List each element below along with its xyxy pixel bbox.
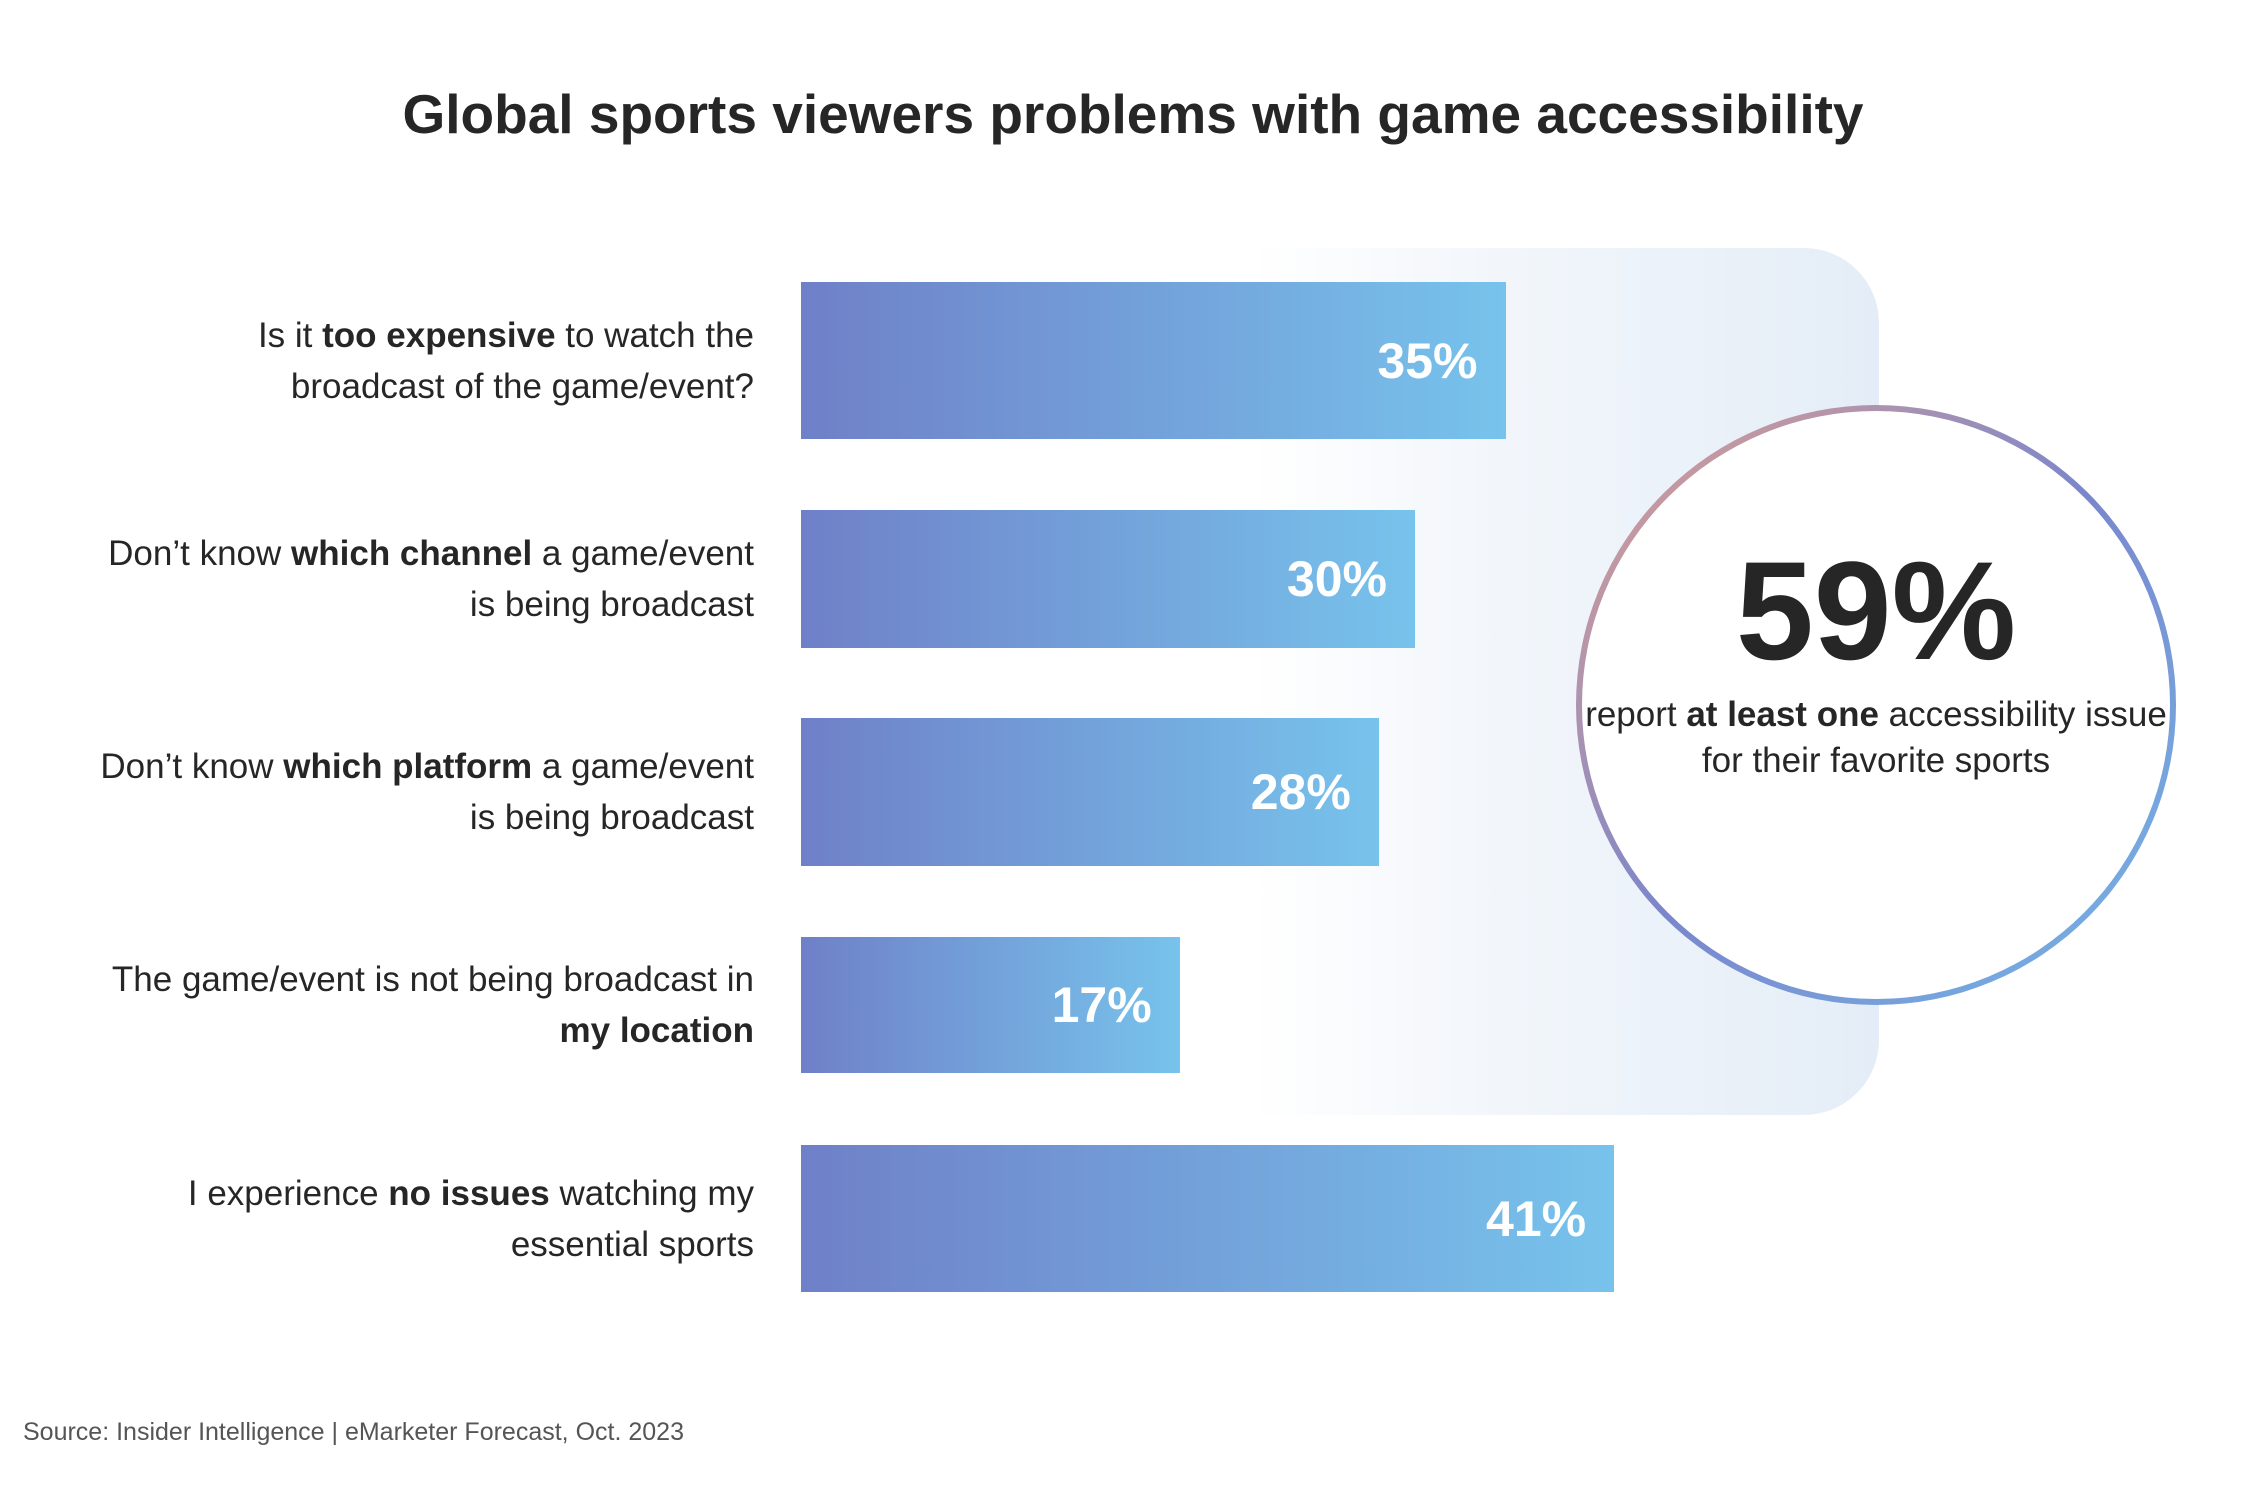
bar-value-label: 41%: [1486, 1190, 1587, 1247]
callout-value: 59%: [1735, 532, 2017, 689]
bar: [801, 282, 1506, 439]
bar: [801, 510, 1415, 648]
category-label: The game/event is not being broadcast in…: [111, 960, 754, 1050]
bar: [801, 937, 1180, 1073]
source-note: Source: Insider Intelligence | eMarketer…: [23, 1418, 684, 1446]
callout-text: report at least one accessibility issue …: [1585, 695, 2167, 780]
bar-value-label: 30%: [1286, 551, 1387, 607]
category-label: Don’t know which channel a game/event is…: [108, 534, 754, 624]
chart-title: Global sports viewers problems with game…: [402, 83, 1864, 145]
bar: [801, 718, 1379, 866]
bar: [801, 1145, 1615, 1292]
bar-value-label: 17%: [1051, 977, 1152, 1033]
category-label: I experience no issues watching my essen…: [187, 1173, 754, 1264]
category-label: Is it too expensive to watch the broadca…: [257, 315, 754, 406]
callout-circle: 59% report at least one accessibility is…: [1576, 405, 2176, 1005]
bar-value-label: 28%: [1250, 764, 1351, 820]
category-label: Don’t know which platform a game/event i…: [100, 747, 754, 837]
bar-value-label: 35%: [1377, 332, 1478, 389]
